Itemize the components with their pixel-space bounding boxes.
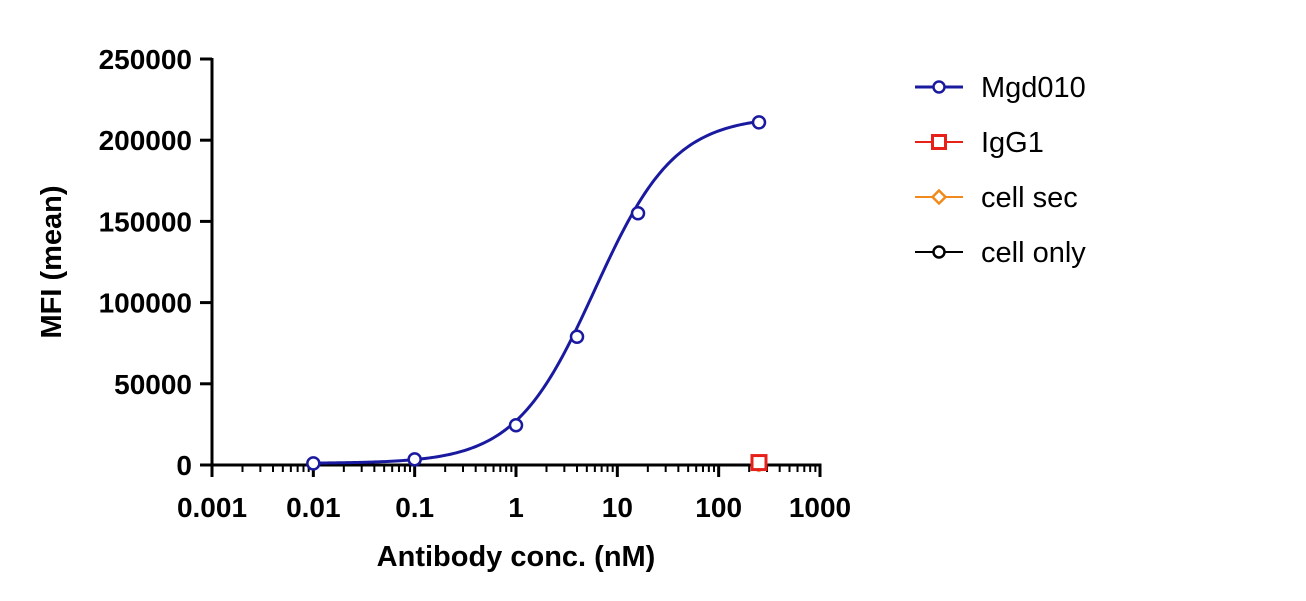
y-axis-title: MFI (mean)	[36, 185, 68, 338]
data-point-mgd010	[407, 452, 422, 467]
mgd010-fit-curve	[313, 120, 760, 465]
y-tick-label: 50000	[114, 369, 192, 400]
data-point-mgd010	[630, 206, 646, 221]
data-point-mgd010	[508, 417, 524, 433]
x-tick-label: 0.001	[177, 492, 247, 523]
fit-lines	[313, 120, 760, 465]
data-point-mgd010	[569, 329, 585, 344]
y-tick-label: 0	[176, 450, 192, 481]
data-point-mgd010	[306, 456, 321, 471]
legend-label: Mgd010	[981, 72, 1086, 104]
data-points	[306, 115, 768, 473]
legend-label: cell only	[981, 237, 1086, 269]
x-tick-label: 10	[602, 492, 633, 523]
x-tick-label: 1	[508, 492, 524, 523]
legend-marker	[931, 134, 947, 150]
y-tick-label: 200000	[99, 125, 192, 156]
x-tick-label: 0.1	[395, 492, 434, 523]
data-point-mgd010	[751, 115, 767, 130]
legend-marker	[930, 188, 948, 206]
legend-label: IgG1	[981, 127, 1044, 159]
x-tick-label: 0.01	[286, 492, 341, 523]
data-point-igg1	[750, 454, 768, 472]
x-tick-label: 1000	[789, 492, 851, 523]
legend: Mgd010 IgG1 cell sec cell only	[915, 72, 1086, 269]
x-tick-label: 100	[695, 492, 742, 523]
legend-marker	[932, 245, 946, 259]
legend-marker	[932, 80, 946, 94]
y-tick-label: 100000	[99, 288, 192, 319]
axes: 0 50000 100000 150000 200000 250000 0.001 0.01 0…	[99, 44, 852, 523]
y-tick-label: 150000	[99, 206, 192, 237]
y-tick-label: 250000	[99, 44, 192, 75]
legend-label: cell sec	[981, 182, 1078, 214]
x-axis-title: Antibody conc. (nM)	[377, 541, 656, 573]
